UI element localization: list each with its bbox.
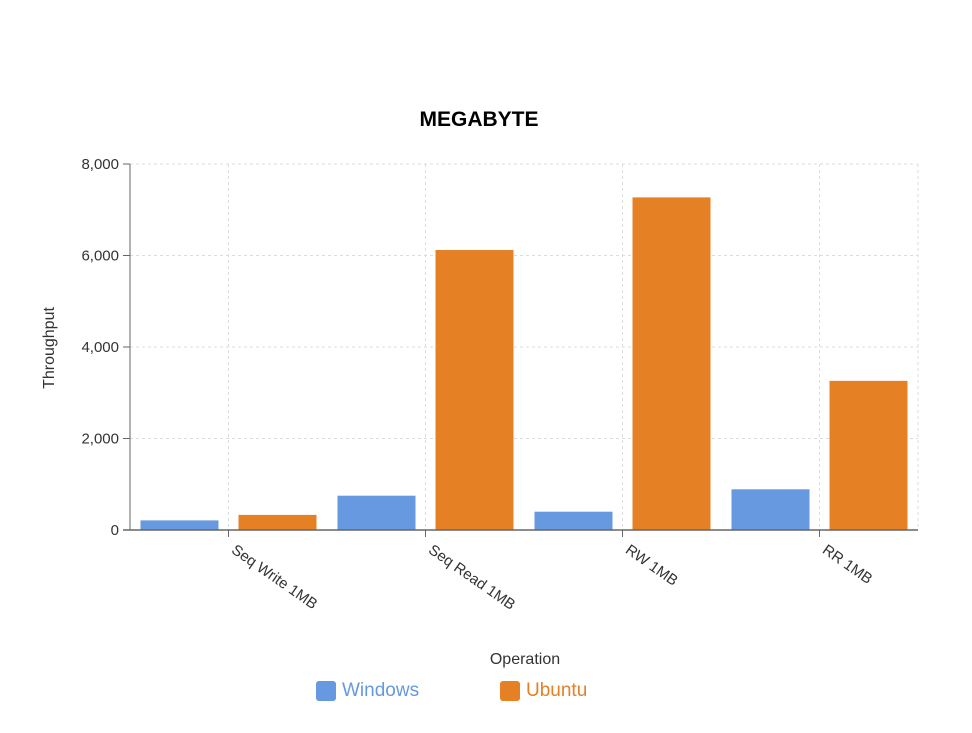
bars — [140, 197, 908, 530]
bar-ubuntu-1 — [238, 514, 317, 530]
y-tick-label: 8,000 — [81, 156, 119, 173]
legend-item-ubuntu[interactable]: Ubuntu — [500, 680, 587, 702]
x-tick-label: Seq Read 1MB — [425, 541, 518, 613]
bar-windows-4 — [731, 489, 810, 530]
bar-ubuntu-3 — [632, 197, 711, 530]
bar-windows-3 — [534, 511, 613, 530]
x-tick-label: RW 1MB — [622, 541, 681, 589]
legend-label-windows: Windows — [342, 680, 420, 701]
y-tick-label: 2,000 — [81, 431, 119, 448]
legend-label-ubuntu: Ubuntu — [526, 680, 588, 701]
bar-windows-2 — [337, 495, 416, 530]
y-tick-label: 0 — [111, 522, 119, 539]
grid — [130, 163, 919, 530]
y-tick-label: 4,000 — [81, 339, 119, 356]
bar-windows-1 — [140, 520, 219, 530]
legend-item-windows[interactable]: Windows — [316, 680, 419, 702]
legend-swatch-windows — [316, 681, 336, 701]
x-tick-label: RR 1MB — [819, 541, 875, 587]
bar-ubuntu-4 — [829, 380, 908, 530]
axes — [123, 163, 918, 537]
legend-swatch-ubuntu — [500, 681, 520, 701]
y-tick-label: 6,000 — [81, 248, 119, 265]
x-axis-label: Operation — [490, 651, 560, 668]
x-tick-label: Seq Write 1MB — [228, 541, 320, 613]
chart-title: MEGABYTE — [419, 108, 538, 131]
bar-ubuntu-2 — [435, 250, 514, 530]
y-axis-label: Throughput — [41, 307, 58, 389]
legend: Windows Ubuntu — [0, 680, 972, 710]
